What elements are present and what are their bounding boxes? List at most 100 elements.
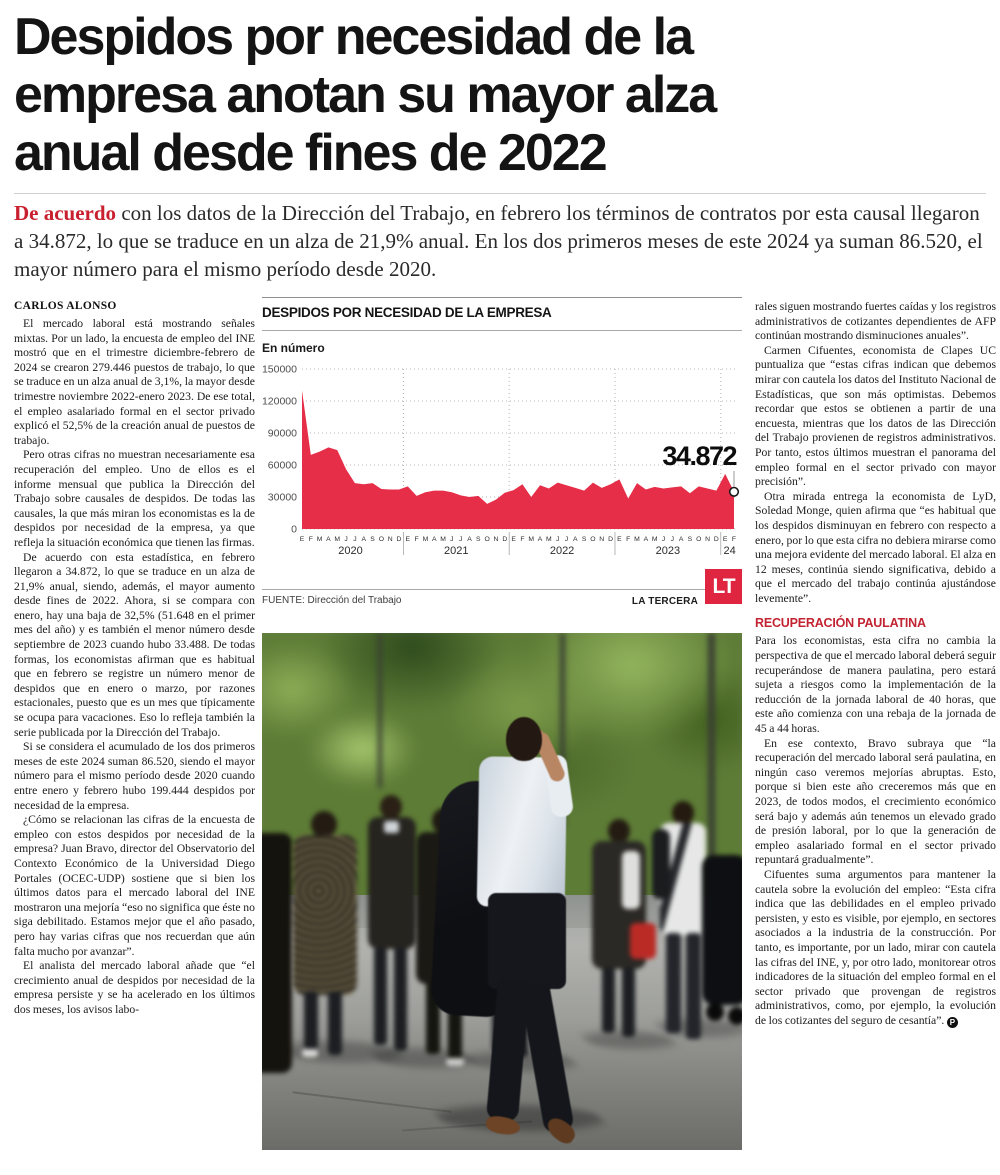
svg-text:A: A [644, 536, 649, 543]
divider-rule [262, 330, 742, 331]
divider-rule [262, 589, 742, 590]
dark-backpack [652, 829, 670, 899]
svg-text:90000: 90000 [268, 428, 297, 440]
svg-text:J: J [459, 536, 462, 543]
figure-leg [666, 933, 681, 1033]
stroller-wheel [728, 1007, 742, 1025]
figure-body [293, 835, 357, 995]
svg-text:J: J [556, 536, 559, 543]
svg-text:F: F [626, 536, 630, 543]
svg-text:120000: 120000 [262, 396, 297, 408]
figure-leg [602, 967, 615, 1033]
red-bag-body [630, 923, 656, 959]
figure-collar [384, 821, 399, 833]
svg-text:S: S [582, 536, 587, 543]
svg-text:S: S [476, 536, 481, 543]
section-subhead: RECUPERACIÓN PAULATINA [755, 616, 926, 631]
body-paragraph: rales siguen mostrando fuertes caídas y … [755, 300, 996, 343]
lede-text: con los datos de la Dirección del Trabaj… [14, 201, 983, 281]
svg-text:J: J [671, 536, 674, 543]
svg-text:D: D [714, 536, 719, 543]
svg-text:A: A [467, 536, 472, 543]
svg-text:J: J [344, 536, 347, 543]
svg-text:2021: 2021 [444, 545, 468, 557]
figure-leg [394, 947, 407, 1051]
svg-text:M: M [652, 536, 658, 543]
figure-shoe [446, 1058, 464, 1066]
svg-text:D: D [502, 536, 507, 543]
body-paragraph: Para los economistas, esta cifra no camb… [755, 634, 996, 736]
body-paragraph: De acuerdo con esta estadística, en febr… [14, 550, 255, 739]
svg-text:2020: 2020 [338, 545, 362, 557]
stroller-wheel [706, 1003, 724, 1021]
divider-rule [14, 193, 986, 194]
svg-text:2023: 2023 [656, 545, 680, 557]
street-pole-icon [378, 633, 382, 788]
body-paragraph: El analista del mercado laboral añade qu… [14, 959, 255, 1016]
svg-text:A: A [326, 536, 331, 543]
figure-head [608, 819, 630, 843]
svg-text:150000: 150000 [262, 364, 297, 376]
body-paragraph: Otra mirada entrega la economista de LyD… [755, 489, 996, 605]
body-paragraph: En ese contexto, Bravo subraya que “la r… [755, 736, 996, 867]
svg-text:F: F [520, 536, 524, 543]
svg-text:N: N [493, 536, 498, 543]
street-crowd-photo [262, 633, 742, 1150]
svg-text:F: F [415, 536, 419, 543]
svg-text:34.872: 34.872 [662, 441, 736, 471]
svg-text:E: E [617, 536, 622, 543]
svg-text:N: N [388, 536, 393, 543]
svg-text:M: M [634, 536, 640, 543]
svg-text:O: O [379, 536, 384, 543]
pedestrian-silhouette [652, 801, 714, 1045]
svg-text:60000: 60000 [268, 460, 297, 472]
svg-text:M: M [440, 536, 446, 543]
chart-title: DESPIDOS POR NECESIDAD DE LA EMPRESA [262, 305, 552, 320]
figure-body [368, 817, 416, 949]
figure-leg [374, 947, 387, 1045]
svg-text:O: O [484, 536, 489, 543]
figure-body [262, 833, 292, 1073]
chart-unit-label: En número [262, 341, 325, 355]
svg-text:E: E [300, 536, 305, 543]
headline: Despidos por necesidad de la empresa ano… [14, 8, 717, 182]
red-bag [630, 923, 658, 961]
pedestrian-silhouette [364, 795, 420, 1055]
svg-text:0: 0 [291, 524, 297, 536]
svg-text:A: A [361, 536, 366, 543]
svg-text:O: O [696, 536, 701, 543]
svg-text:24: 24 [723, 545, 735, 557]
pedestrian-silhouette [288, 811, 362, 1063]
stroller-silhouette [702, 855, 742, 1035]
end-mark: P [946, 1016, 958, 1028]
svg-text:F: F [732, 536, 736, 543]
svg-text:M: M [317, 536, 323, 543]
svg-text:A: A [538, 536, 543, 543]
street-pole-icon [708, 633, 715, 868]
chart-source-row: FUENTE: Dirección del Trabajo LA TERCERA… [262, 569, 742, 607]
subject-leg [519, 981, 575, 1135]
divider-rule [262, 297, 742, 298]
svg-text:S: S [688, 536, 693, 543]
lt-logo: LT [705, 569, 742, 604]
figure-leg [686, 933, 701, 1039]
body-paragraph: Cifuentes suma argumentos para mantener … [755, 868, 996, 1029]
figure-head [672, 801, 694, 825]
chart-source: FUENTE: Dirección del Trabajo [262, 595, 402, 606]
svg-text:J: J [662, 536, 665, 543]
svg-text:N: N [705, 536, 710, 543]
svg-text:J: J [565, 536, 568, 543]
svg-text:M: M [334, 536, 340, 543]
street-pole-icon [560, 633, 565, 828]
layoffs-area-chart: 0 30000 60000 90000 120000 150000 E F M A M J J A S O N D… [262, 359, 742, 559]
white-shirt-patch [622, 851, 640, 909]
right-column: rales siguen mostrando fuertes caídas y … [755, 300, 996, 1029]
svg-text:E: E [723, 536, 728, 543]
subject-shoe [484, 1114, 522, 1137]
svg-text:N: N [599, 536, 604, 543]
body-paragraph: Carmen Cifuentes, economista de Clapes U… [755, 343, 996, 489]
figure-shoe [302, 1049, 318, 1057]
svg-text:E: E [511, 536, 516, 543]
figure-head [380, 795, 402, 819]
subject-pants [488, 893, 566, 989]
